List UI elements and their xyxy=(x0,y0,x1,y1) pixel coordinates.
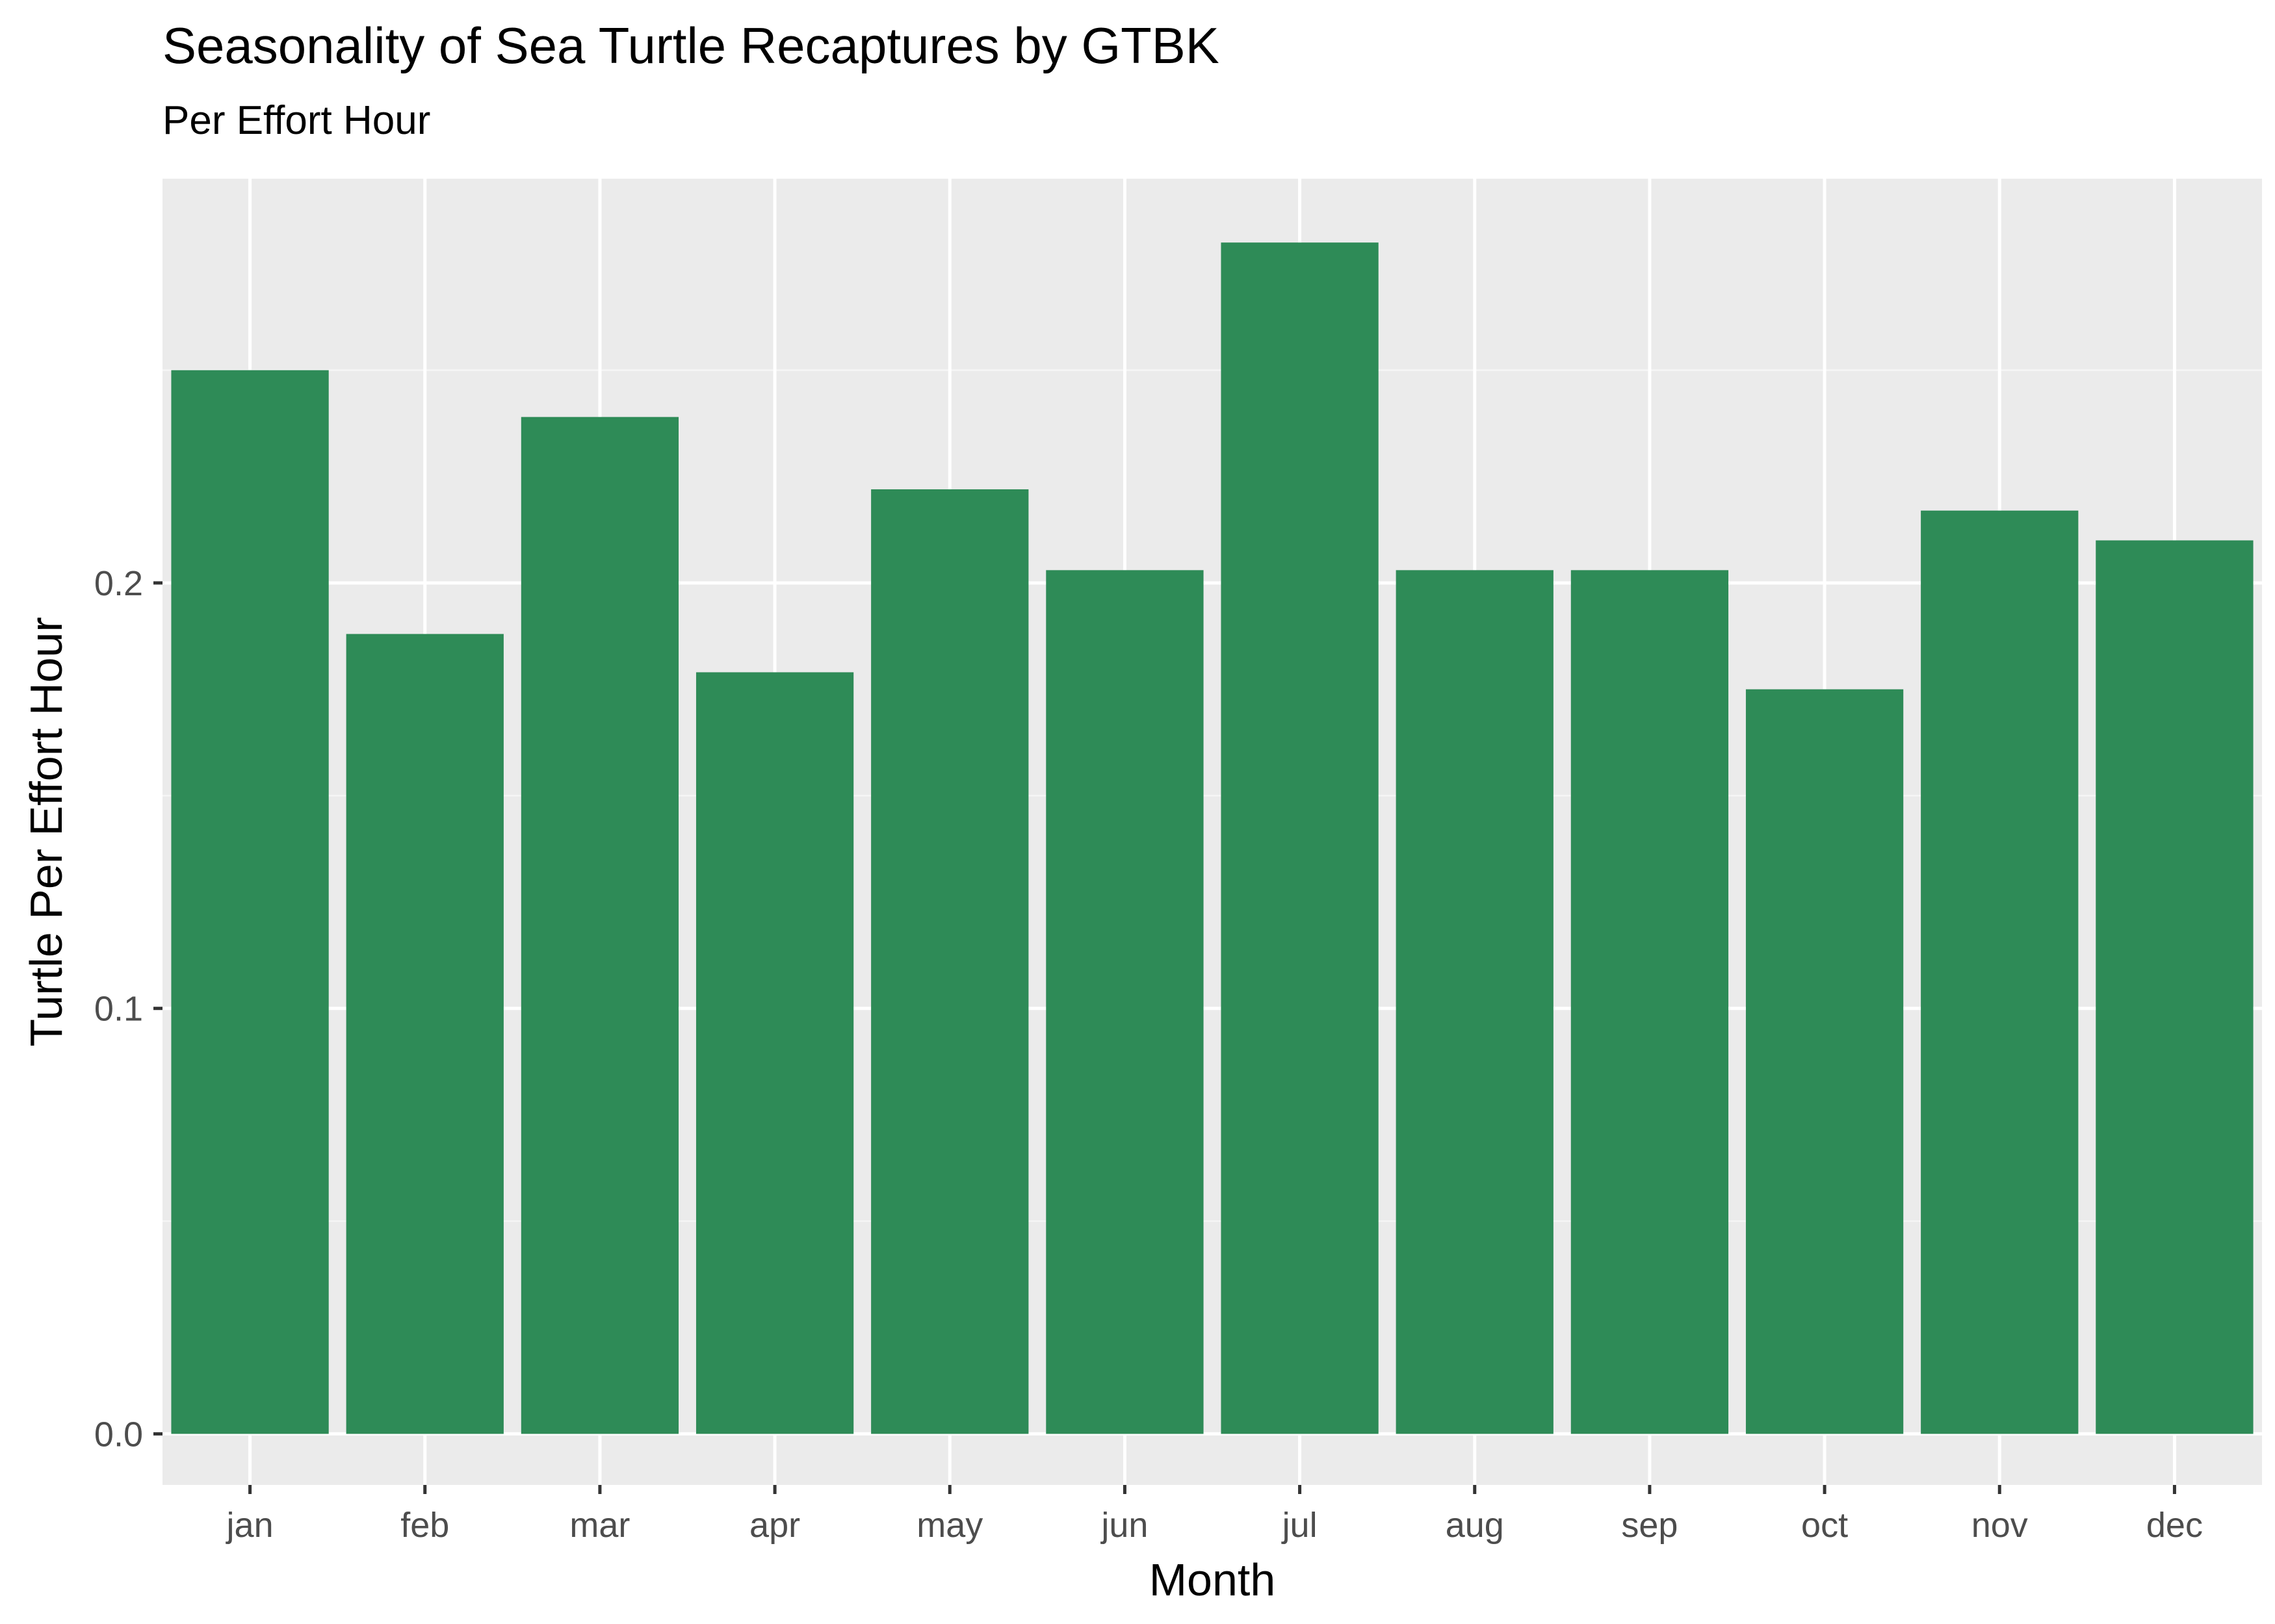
plot-panel xyxy=(162,179,2262,1485)
y-tick-label: 0.2 xyxy=(94,564,143,603)
y-tick-label: 0.0 xyxy=(94,1415,143,1454)
x-tick-label: feb xyxy=(400,1506,449,1545)
axis-ticks xyxy=(153,581,2176,1494)
bar-oct xyxy=(1745,689,1904,1434)
x-axis-title: Month xyxy=(1149,1554,1276,1605)
minor-gridlines xyxy=(162,369,2262,1222)
x-tick-label: mar xyxy=(569,1506,630,1545)
y-tick-labels: 0.0 0.1 0.2 xyxy=(94,564,143,1454)
bar-feb xyxy=(346,634,504,1434)
x-tick-label: dec xyxy=(2146,1506,2203,1545)
x-tick-label: apr xyxy=(749,1506,800,1545)
chart-subtitle: Per Effort Hour xyxy=(162,98,431,143)
bar-nov xyxy=(1921,510,2079,1434)
x-tick-label: may xyxy=(916,1506,983,1545)
bar-aug xyxy=(1396,570,1554,1434)
bar-may xyxy=(871,489,1029,1434)
y-axis-title: Turtle Per Effort Hour xyxy=(21,617,72,1046)
x-tick-label: sep xyxy=(1621,1506,1678,1545)
bar-mar xyxy=(521,417,679,1434)
x-tick-label: jul xyxy=(1281,1506,1318,1545)
x-tick-labels: jan feb mar apr may jun jul aug sep oct nov dec xyxy=(226,1506,2203,1545)
x-tick-label: jan xyxy=(226,1506,274,1545)
x-tick-label: oct xyxy=(1801,1506,1848,1545)
x-tick-label: jun xyxy=(1100,1506,1148,1545)
bar-jan xyxy=(171,370,329,1434)
bar-apr xyxy=(696,672,854,1434)
bar-dec xyxy=(2096,540,2254,1434)
x-tick-label: nov xyxy=(1971,1506,2028,1545)
chart-title: Seasonality of Sea Turtle Recaptures by … xyxy=(162,17,1219,74)
bars xyxy=(171,242,2254,1434)
bar-jul xyxy=(1221,242,1379,1434)
bar-sep xyxy=(1570,570,1729,1434)
bar-jun xyxy=(1046,570,1204,1434)
x-tick-label: aug xyxy=(1446,1506,1504,1545)
y-tick-label: 0.1 xyxy=(94,990,143,1029)
